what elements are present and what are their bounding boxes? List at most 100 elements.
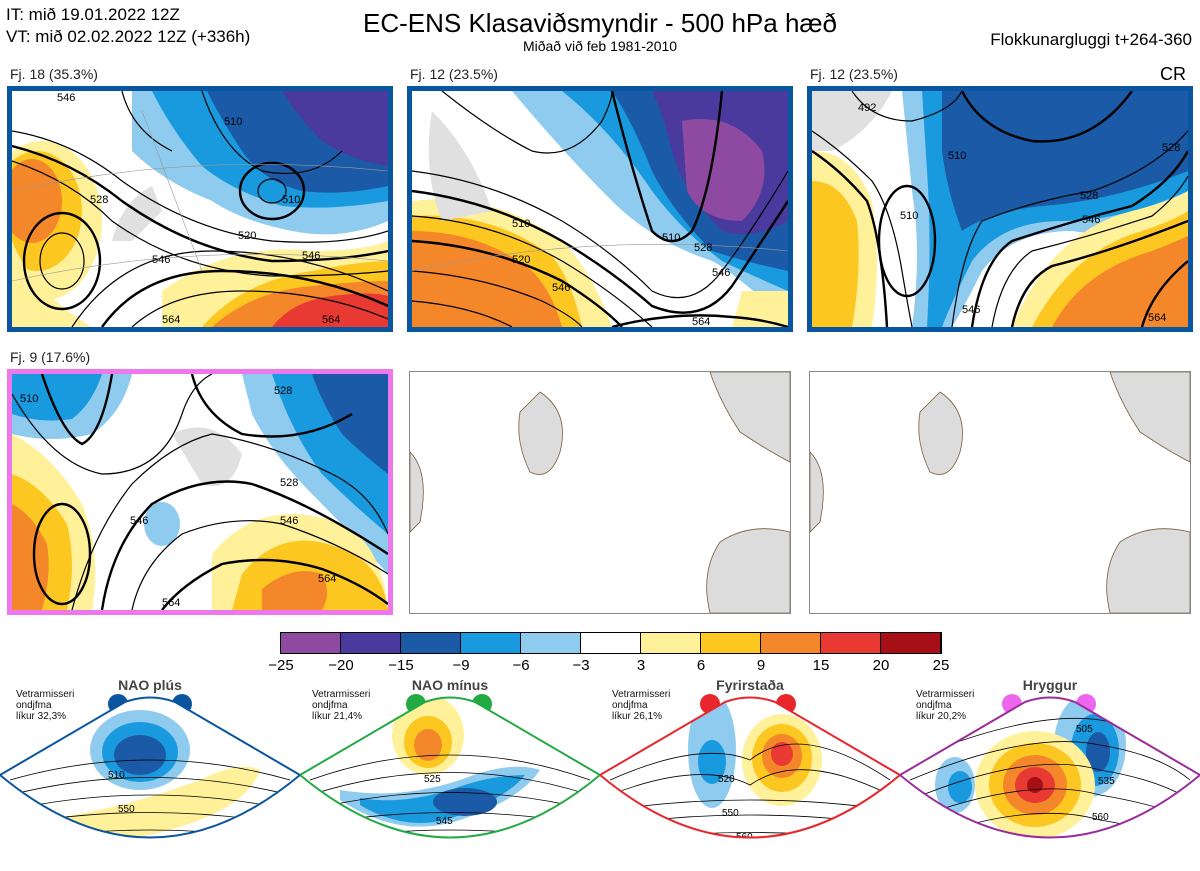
contour-label: 564 [692,316,710,327]
header-times: IT: mið 19.01.2022 12Z VT: mið 02.02.202… [6,4,250,48]
contour-label: 528 [280,477,298,489]
colorbar-swatch [641,633,701,653]
info-line: ondjfma [612,700,648,711]
contour-label: 510 [512,218,530,230]
contour-label: 528 [90,194,108,206]
regime-2-title: NAO mínus [411,677,489,693]
regime-1-title: NAO plús [118,677,182,693]
contour-label: 510 [108,770,125,781]
info-line: ondjfma [312,700,348,711]
regime-code: CR [1160,64,1186,84]
page-subtitle: Miðað við feb 1981-2010 [522,38,678,54]
colorbar-swatch [821,633,881,653]
info-line: ondjfma [16,700,52,711]
contour-label: 546 [962,304,980,316]
cluster-map-2: 510 520 546 528 546 564 510 [407,86,793,332]
contour-label: 564 [162,314,180,326]
contour-label: 520 [512,254,530,266]
contour-label: 565 [446,852,463,863]
colorbar-swatch [701,633,761,653]
cluster-map-1: 510 528 520 546 564 546 564 546 510 [7,86,393,332]
info-line: líkur 20,2% [916,711,967,722]
contour-label: 528 [274,385,292,397]
colorbar-swatch [461,633,521,653]
valid-time: VT: mið 02.02.2022 12Z (+336h) [6,27,251,46]
panel-3-label: Fj. 12 (23.5%) [810,66,898,82]
contour-label: 546 [712,267,730,279]
contour-label: 560 [1092,812,1109,823]
info-line: líkur 26,1% [612,711,663,722]
contour-label: 492 [858,102,876,114]
colorbar-tick-label: −20 [328,657,354,674]
contour-label: 564 [1148,312,1166,324]
colorbar-tick-label: −15 [388,657,414,674]
colorbar-swatch [581,633,641,653]
contour-label: 535 [1098,776,1115,787]
contour-label: 528 [1162,142,1180,154]
contour-label: 510 [662,232,680,244]
regime-3-title: Fyrirstaða [716,677,784,693]
contour-label: 510 [224,116,242,128]
regime-4-info: Vetrarmisseri ondjfma líkur 20,2% [916,689,974,722]
colorbar-swatch [281,633,341,653]
panel-4-label: Fj. 9 (17.6%) [10,349,91,365]
contour-label: 546 [280,515,298,527]
contour-label: 546 [130,515,148,527]
contour-label: 546 [1082,214,1100,226]
contour-label: 528 [694,242,712,254]
regime-2-map: 525 545 565 [300,696,600,863]
colorbar-tick-label: −25 [268,657,294,674]
contour-label: 520 [238,230,256,242]
info-line: Vetrarmisseri [312,689,371,700]
panel-2-label: Fj. 12 (23.5%) [410,66,498,82]
empty-map-5 [409,371,791,614]
panel-1-label: Fj. 18 (35.3%) [10,66,98,82]
cluster-map-4: 510 528 546 564 546 528 564 [7,369,393,615]
contour-label: 525 [424,774,441,785]
contour-label: 546 [57,92,75,104]
colorbar-swatch [881,633,941,653]
info-line: líkur 32,3% [16,711,67,722]
contour-label: 550 [118,804,135,815]
classification-window: Flokkunargluggi t+264-360 [990,30,1192,49]
contour-label: 564 [322,314,340,326]
info-line: líkur 21,4% [312,711,363,722]
contour-label: 510 [948,150,966,162]
colorbar-tick-label: 6 [696,657,706,674]
colorbar-swatch [401,633,461,653]
colorbar-tick-label: 9 [756,657,766,674]
colorbar [280,632,942,654]
regime-3-map: 520 550 560 [600,696,900,839]
colorbar-swatch [761,633,821,653]
info-line: ondjfma [916,700,952,711]
contour-label: 510 [282,194,300,206]
contour-label: 564 [318,573,336,585]
colorbar-swatch [341,633,401,653]
info-line: Vetrarmisseri [916,689,975,700]
page-title: EC-ENS Klasaviðsmyndir - 500 hPa hæð [363,8,837,38]
contour-label: 545 [436,816,453,827]
regime-4-map: 505 535 560 [900,696,1200,839]
colorbar-tick-label: −3 [572,657,590,674]
colorbar-tick-label: −6 [512,657,530,674]
contour-label: 546 [302,250,320,262]
colorbar-tick-label: 20 [872,657,890,674]
regime-2-info: Vetrarmisseri ondjfma líkur 21,4% [312,689,370,722]
contour-label: 510 [900,210,918,222]
contour-label: 550 [722,808,739,819]
colorbar-swatch [521,633,581,653]
contour-label: 546 [152,254,170,266]
empty-map-6 [809,371,1191,614]
contour-label: 520 [718,774,735,785]
colorbar-tick-label: −9 [452,657,470,674]
regime-3-info: Vetrarmisseri ondjfma líkur 26,1% [612,689,670,722]
colorbar-tick-label: 25 [932,657,950,674]
regime-4-title: Hryggur [1022,677,1078,693]
cluster-map-3: 492 510 510 528 546 546 564 528 [807,86,1193,332]
contour-label: 510 [20,393,38,405]
initial-time: IT: mið 19.01.2022 12Z [6,5,180,24]
contour-label: 528 [1080,190,1098,202]
colorbar-tick-label: 3 [636,657,646,674]
contour-label: 505 [1076,724,1093,735]
regime-1-info: Vetrarmisseri ondjfma líkur 32,3% [16,689,74,722]
